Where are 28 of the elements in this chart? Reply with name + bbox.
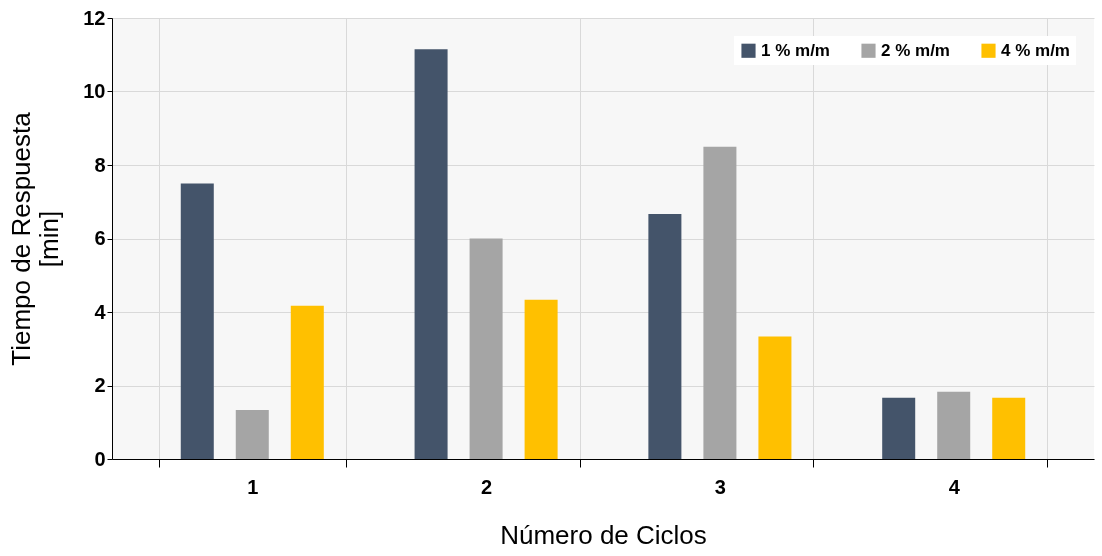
bar (469, 238, 503, 459)
legend-label: 2 % m/m (881, 40, 950, 60)
y-tick-label: 2 (94, 374, 106, 396)
bar (235, 410, 269, 459)
legend-label: 4 % m/m (1001, 40, 1070, 60)
y-axis-title: Tiempo de Respuesta [min] (6, 111, 65, 366)
bar (290, 305, 324, 459)
legend-label: 1 % m/m (761, 40, 830, 60)
bar (992, 397, 1026, 459)
bar (648, 213, 682, 459)
bar (937, 391, 971, 459)
x-tick-label: 3 (714, 475, 726, 498)
bar (882, 397, 916, 459)
x-tick-label: 4 (948, 475, 961, 498)
bar (758, 336, 792, 459)
y-tick-label: 4 (94, 300, 107, 323)
y-tick-label: 10 (83, 80, 106, 102)
bar (414, 49, 448, 459)
bar (524, 299, 558, 459)
bar (703, 146, 737, 459)
y-tick-label: 8 (94, 153, 106, 176)
bar (180, 183, 214, 459)
y-tick-label: 12 (83, 6, 106, 29)
x-tick-label: 2 (481, 475, 493, 498)
y-tick-label: 6 (94, 227, 106, 249)
x-axis-title: Número de Ciclos (500, 519, 707, 550)
y-tick-label: 0 (94, 447, 106, 470)
x-tick-label: 1 (247, 475, 259, 498)
